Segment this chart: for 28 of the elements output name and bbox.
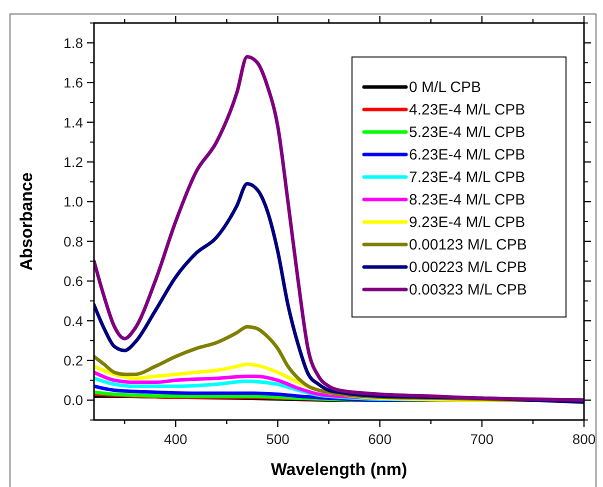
legend-label: 0.00323 M/L CPB <box>409 282 527 298</box>
y-tick-label: 0.0 <box>64 392 84 408</box>
y-tick-label: 0.4 <box>64 312 84 329</box>
y-tick-label: 1.4 <box>64 114 84 130</box>
legend-label: 9.23E-4 M/L CPB <box>409 214 526 231</box>
y-tick-label: 0.6 <box>64 273 84 290</box>
y-tick-label: 1.8 <box>64 34 84 51</box>
x-tick-label: 800 <box>572 431 596 447</box>
legend-label: 6.23E-4 M/L CPB <box>409 146 526 164</box>
y-tick-label: 1.6 <box>64 74 84 91</box>
legend-label: 0.00123 M/L CPB <box>409 236 527 254</box>
legend-label: 4.23E-4 M/L CPB <box>409 102 526 118</box>
legend-label: 8.23E-4 M/L CPB <box>409 192 526 208</box>
legend-label: 0.00223 M/L CPB <box>409 259 527 276</box>
y-axis-title: Absorbance <box>17 172 36 271</box>
legend-label: 0 M/L CPB <box>409 79 481 96</box>
y-tick-label: 0.8 <box>64 233 84 250</box>
x-axis-title: Wavelength (nm) <box>270 460 408 479</box>
x-tick-label: 500 <box>266 431 290 447</box>
y-tick-label: 1.2 <box>64 154 84 170</box>
y-tick-label: 1.0 <box>64 194 84 210</box>
line-series <box>94 54 584 402</box>
legend-label: 7.23E-4 M/L CPB <box>409 169 526 186</box>
x-tick-label: 700 <box>470 431 494 447</box>
legend-label: 5.23E-4 M/L CPB <box>409 124 526 141</box>
y-tick-label: 0.2 <box>64 352 84 368</box>
x-tick-label: 400 <box>164 431 188 447</box>
x-tick-label: 600 <box>368 431 392 447</box>
